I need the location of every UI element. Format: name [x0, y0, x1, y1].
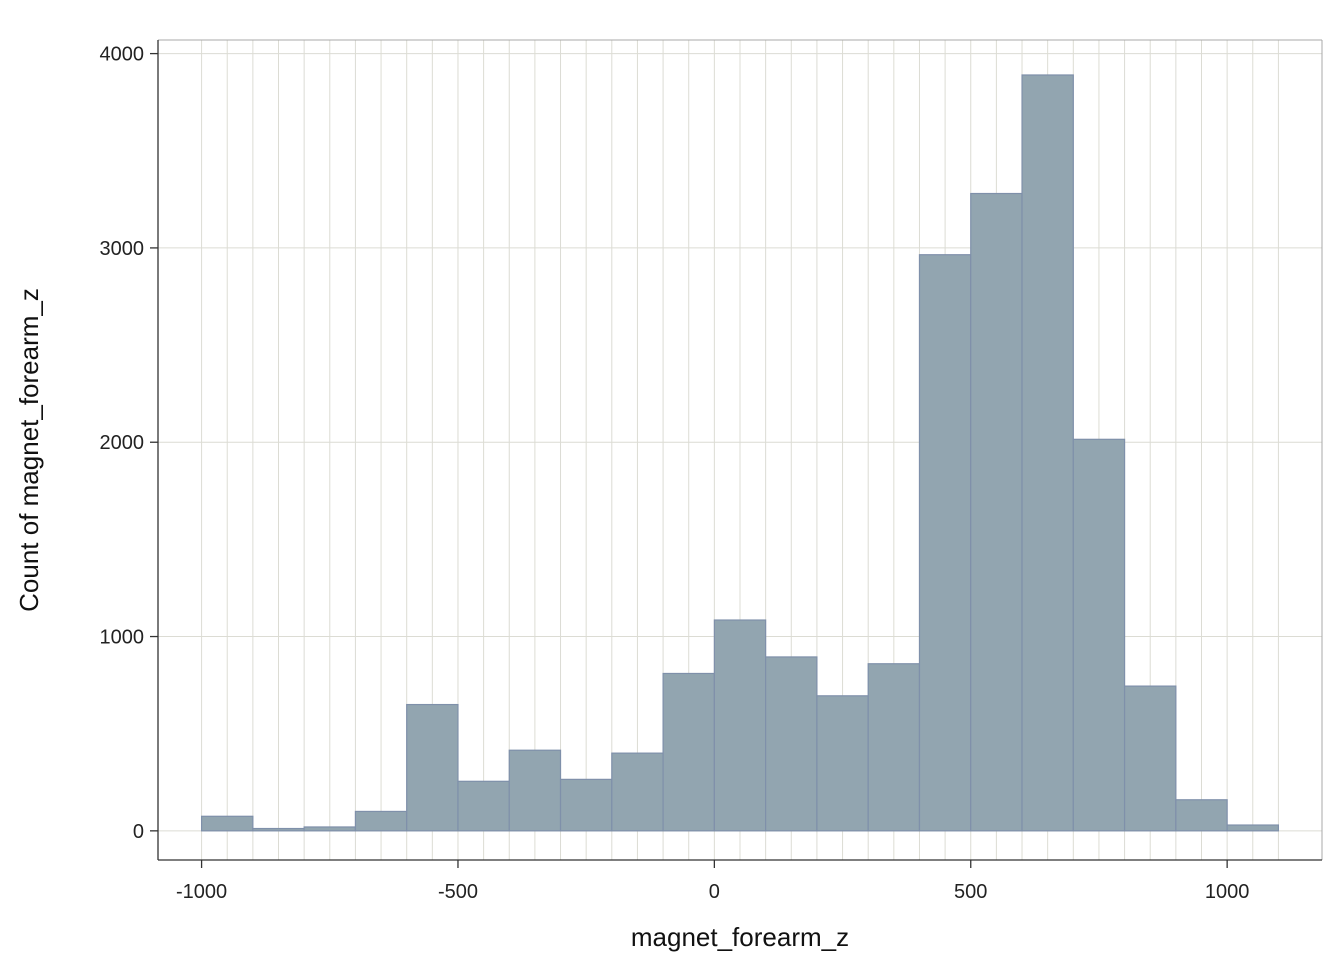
histogram-bar	[1175, 799, 1228, 832]
histogram-bar	[508, 749, 562, 832]
histogram-bar	[970, 192, 1023, 832]
y-tick-label: 2000	[100, 432, 145, 454]
histogram-bar	[713, 619, 767, 832]
y-tick-label: 0	[133, 821, 144, 843]
plot-frame	[157, 39, 1323, 861]
histogram-bar	[354, 810, 408, 832]
histogram-bar	[1123, 685, 1177, 832]
histogram-bar	[1072, 438, 1126, 832]
histogram-bar	[406, 703, 459, 832]
histogram-bar	[252, 827, 305, 832]
histogram-bar	[918, 254, 972, 832]
histogram-bar	[867, 663, 921, 832]
histogram-bar	[200, 815, 254, 832]
y-tick-label: 3000	[100, 238, 145, 260]
x-axis-ticks: -1000 -500 0 500 1000	[176, 860, 1249, 903]
histogram-bar	[765, 656, 818, 832]
x-tick-label: -1000	[176, 881, 227, 903]
histogram-bar	[457, 780, 510, 832]
histogram-bar	[816, 695, 869, 832]
y-axis-title: Count of magnet_forearm_z	[14, 288, 44, 612]
y-axis-ticks: 0 1000 2000 3000 4000	[100, 44, 158, 843]
y-tick-label: 4000	[100, 44, 145, 66]
x-axis-title: magnet_forearm_z	[631, 922, 849, 952]
x-tick-label: 0	[709, 881, 720, 903]
histogram-bar	[303, 826, 357, 832]
x-tick-label: -500	[438, 881, 478, 903]
histogram-bar	[1226, 824, 1280, 832]
bars	[200, 74, 1280, 832]
y-tick-label: 1000	[100, 627, 145, 649]
x-tick-label: 500	[954, 881, 987, 903]
x-tick-label: 1000	[1205, 881, 1250, 903]
histogram-bar	[611, 752, 664, 832]
histogram-bar	[559, 778, 613, 832]
histogram-bar	[1021, 74, 1074, 832]
histogram-bar	[662, 672, 715, 832]
